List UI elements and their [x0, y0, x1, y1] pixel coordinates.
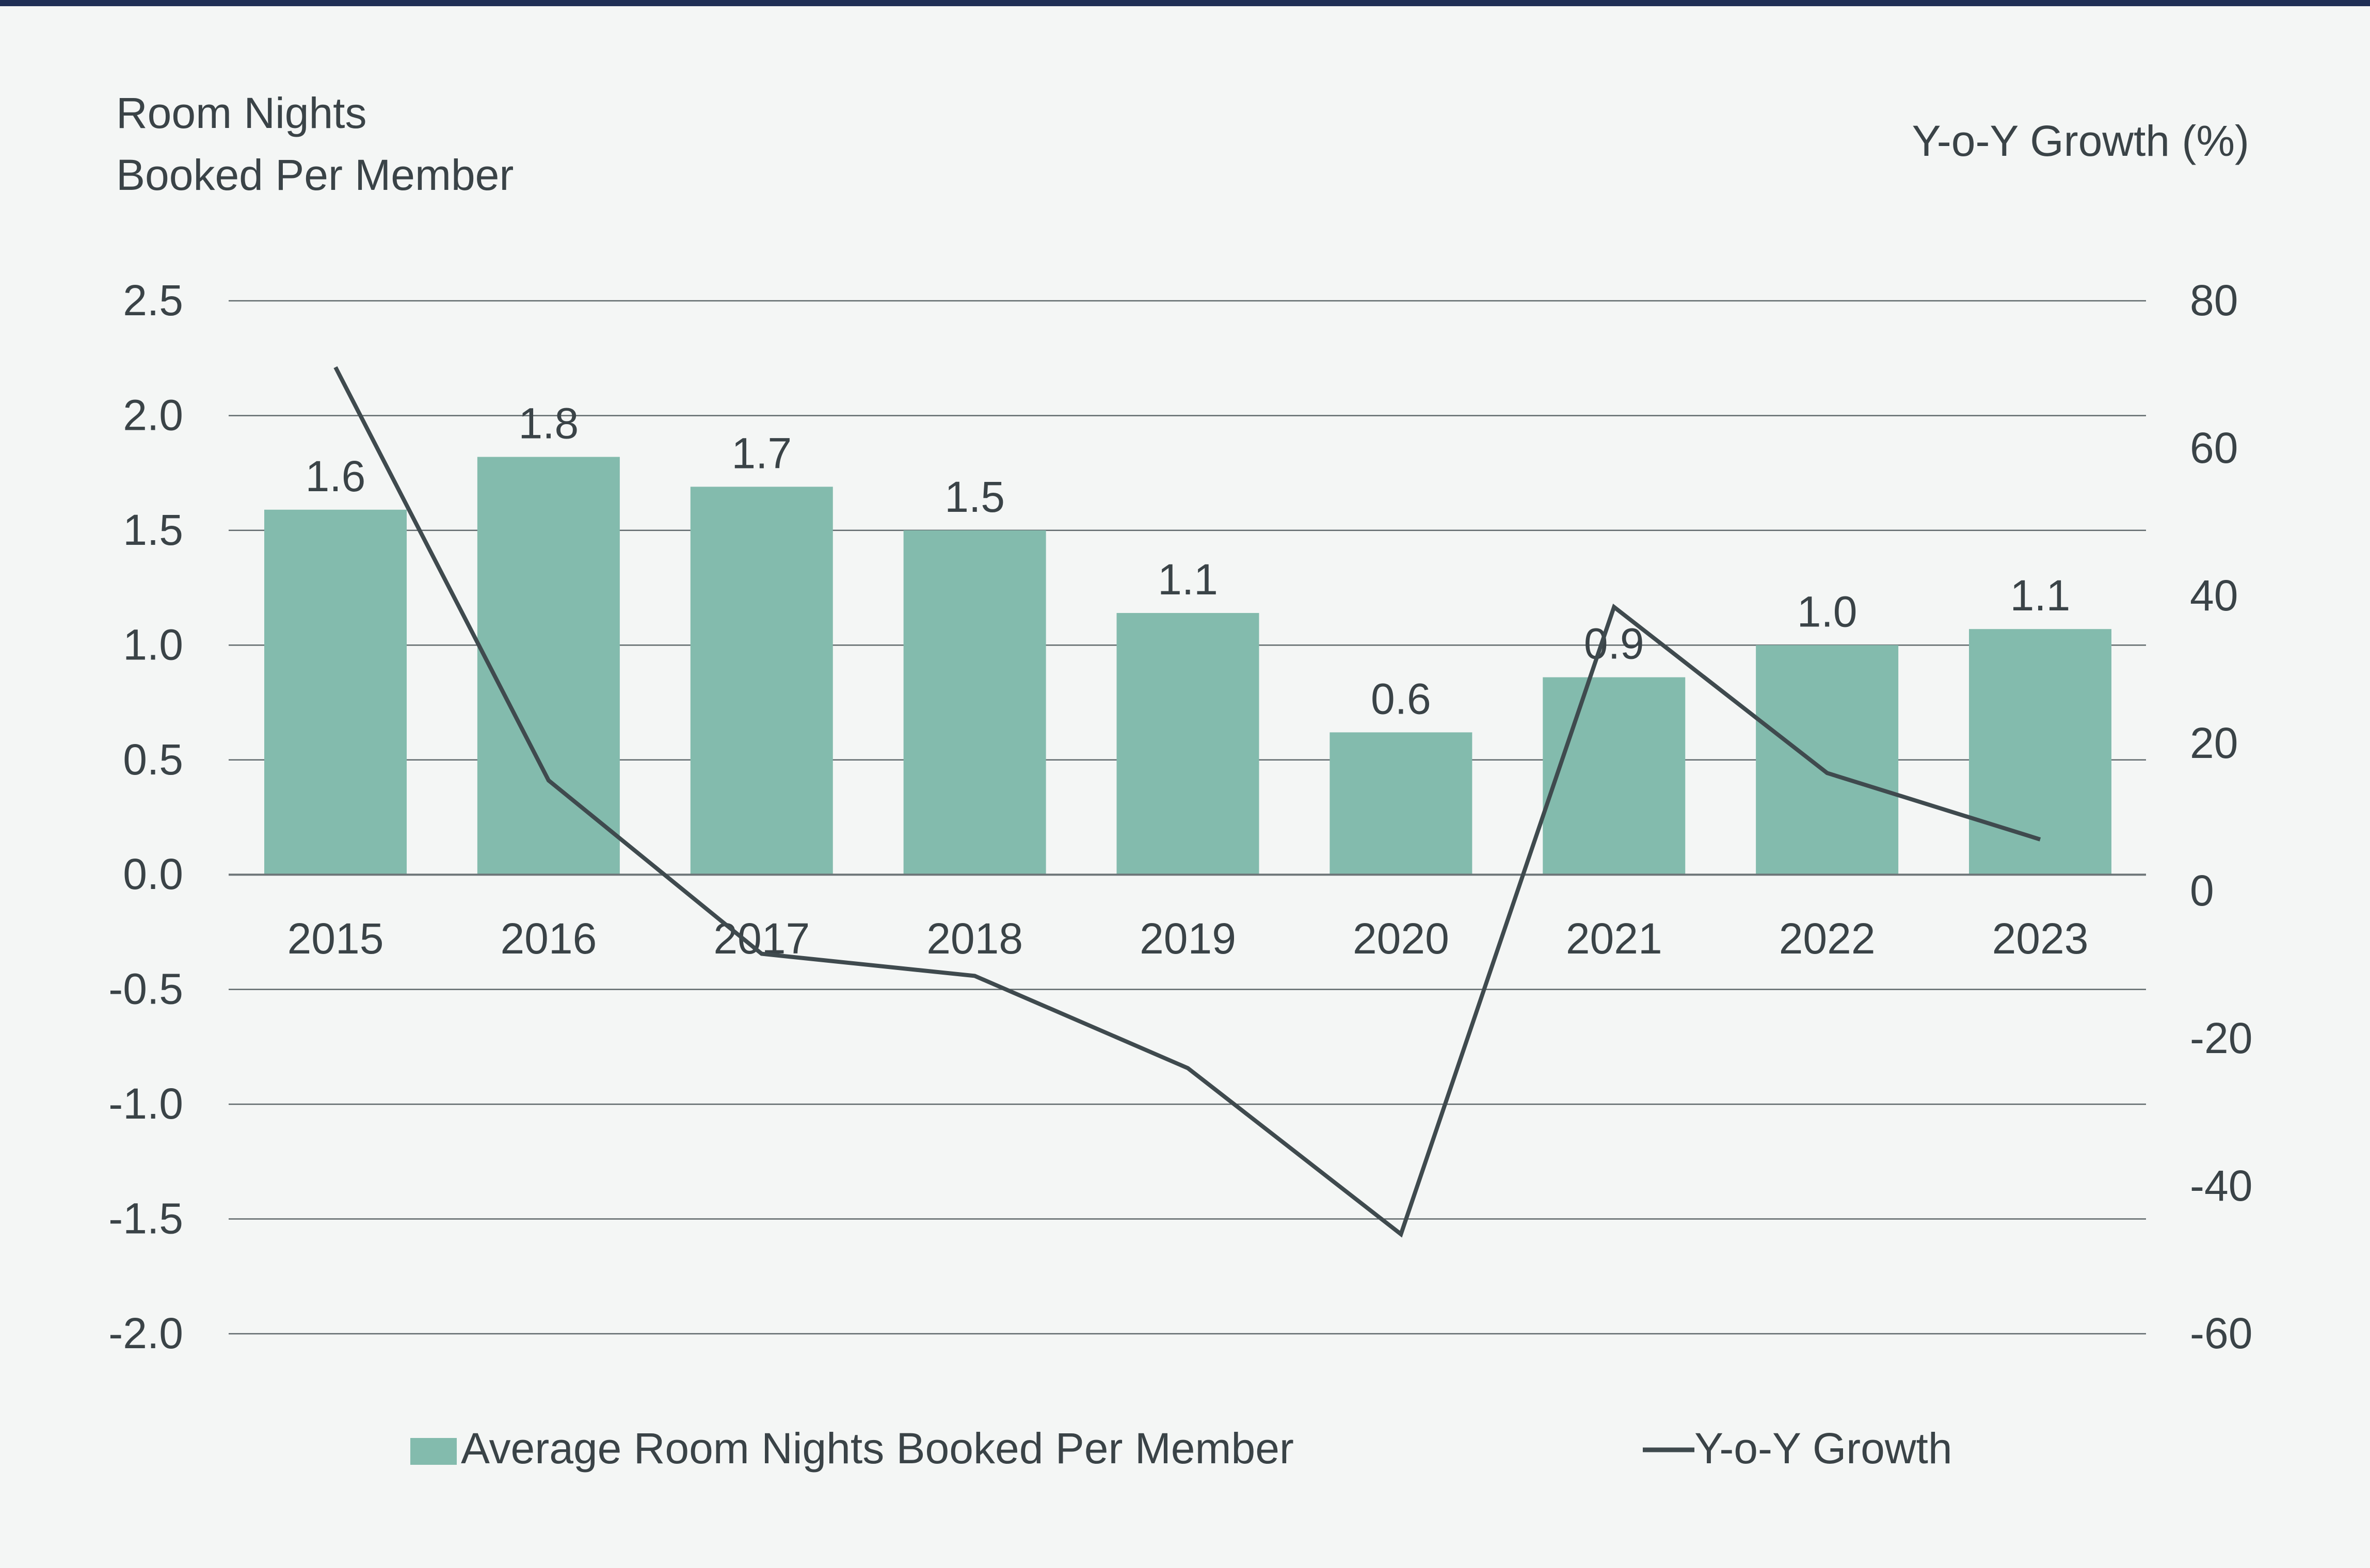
right-axis-tick-label: 0: [2190, 866, 2214, 915]
left-axis-tick-label: 1.5: [123, 506, 183, 554]
bar-data-label: 1.1: [2010, 571, 2071, 620]
bar: [1969, 629, 2111, 875]
yoy-growth-point: [335, 367, 336, 368]
left-axis-tick-label: 1.0: [123, 620, 183, 669]
left-axis-tick-labels: 2.5 2.0 1.5 1.0 0.5 0.0 -0.5 -1.0 -1.5 -2.0: [108, 276, 183, 1357]
right-axis-title: Y-o-Y Growth (%): [1912, 117, 2249, 165]
right-axis-tick-label: -20: [2190, 1014, 2252, 1062]
yoy-growth-line: [333, 366, 2041, 1238]
right-axis-tick-label: 80: [2190, 276, 2238, 325]
bar-data-label: 1.6: [306, 452, 366, 500]
x-axis-tick-label: 2016: [500, 914, 597, 963]
yoy-growth-point: [548, 780, 549, 781]
left-axis-tick-label: 2.0: [123, 391, 183, 439]
x-axis-tick-label: 2015: [287, 914, 384, 963]
left-axis-tick-label: -2.0: [108, 1309, 183, 1357]
yoy-growth-point: [1827, 772, 1828, 773]
x-axis-tick-label: 2023: [1992, 914, 2089, 963]
left-axis-tick-label: 2.5: [123, 276, 183, 325]
bar-data-label: 1.5: [944, 473, 1005, 521]
bar: [477, 457, 620, 875]
legend-bar-label: Average Room Nights Booked Per Member: [461, 1424, 1294, 1473]
left-axis-tick-label: 0.5: [123, 735, 183, 784]
x-axis-tick-labels: 2015 2016 2017 2018 2019 2020 2021 2022 2023: [287, 914, 2089, 963]
bar-series: [264, 457, 2111, 875]
bar-data-label: 0.6: [1371, 674, 1431, 723]
x-axis-tick-label: 2020: [1353, 914, 1449, 963]
yoy-growth-point: [761, 953, 762, 955]
top-rule: [0, 0, 2370, 6]
yoy-growth-point: [2040, 839, 2041, 840]
legend-bar-swatch: [410, 1438, 457, 1465]
bar: [1330, 732, 1472, 875]
x-axis-tick-label: 2019: [1140, 914, 1236, 963]
yoy-growth-point: [1400, 1234, 1401, 1235]
left-axis-tick-label: -1.5: [108, 1194, 183, 1243]
bar-data-label: 1.0: [1797, 587, 1857, 636]
yoy-growth-point: [1188, 1068, 1189, 1069]
bar: [903, 530, 1046, 875]
left-axis-tick-label: -1.0: [108, 1079, 183, 1128]
bar: [1543, 677, 1686, 875]
left-axis-title-line2: Booked Per Member: [116, 151, 514, 199]
bar: [1116, 613, 1259, 875]
right-axis-tick-label: 60: [2190, 424, 2238, 472]
bar: [690, 487, 833, 875]
bar-data-label: 1.1: [1158, 555, 1218, 604]
left-axis-tick-label: 0.0: [123, 850, 183, 898]
legend: Average Room Nights Booked Per Member Y-…: [410, 1424, 1952, 1473]
bar-data-label: 0.9: [1584, 620, 1644, 668]
yoy-growth-point: [974, 975, 975, 976]
bar-data-label: 1.7: [731, 429, 792, 477]
right-axis-tick-label: -60: [2190, 1309, 2252, 1357]
x-axis-tick-label: 2018: [926, 914, 1023, 963]
bar-data-labels: 1.6 1.8 1.7 1.5 1.1 0.6 0.9 1.0 1.1: [306, 399, 2071, 723]
right-axis-tick-label: 20: [2190, 719, 2238, 767]
right-axis-tick-labels: 80 60 40 20 0 -20 -40 -60: [2190, 276, 2252, 1357]
right-axis-tick-label: 40: [2190, 571, 2238, 620]
x-axis-tick-label: 2021: [1566, 914, 1662, 963]
x-axis-tick-label: 2022: [1779, 914, 1876, 963]
bar: [264, 509, 407, 875]
bar-data-label: 1.8: [518, 399, 579, 448]
left-axis-tick-label: -0.5: [108, 965, 183, 1013]
legend-line-label: Y-o-Y Growth: [1694, 1424, 1952, 1473]
right-axis-tick-label: -40: [2190, 1161, 2252, 1210]
bar: [1756, 645, 1899, 875]
left-axis-title-line1: Room Nights: [116, 89, 367, 137]
yoy-growth-point: [1613, 606, 1614, 607]
line-series: [333, 366, 2041, 1238]
